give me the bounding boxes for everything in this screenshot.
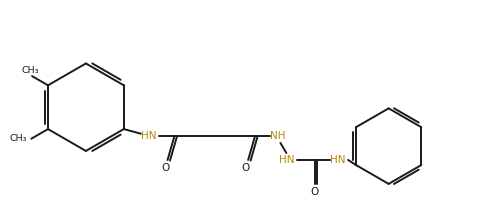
Text: O: O — [241, 163, 249, 173]
Text: HN: HN — [330, 155, 345, 165]
Text: NH: NH — [270, 131, 285, 141]
Text: CH₃: CH₃ — [9, 134, 27, 143]
Text: O: O — [310, 187, 318, 197]
Text: O: O — [161, 163, 169, 173]
Text: HN: HN — [278, 155, 293, 165]
Text: CH₃: CH₃ — [21, 66, 38, 75]
Text: HN: HN — [141, 131, 156, 141]
